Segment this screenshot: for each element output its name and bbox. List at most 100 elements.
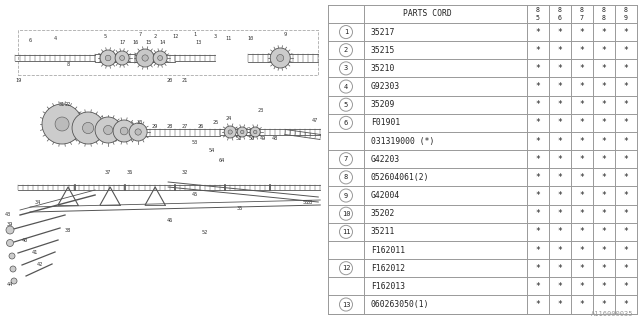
Text: 38: 38 [65,228,71,233]
Text: *: * [623,155,628,164]
Circle shape [276,54,284,61]
Text: *: * [623,173,628,182]
Circle shape [106,55,111,61]
Text: 12: 12 [342,265,350,271]
Circle shape [250,127,260,137]
Text: 32: 32 [182,170,188,174]
Circle shape [129,123,147,141]
Text: *: * [536,137,540,146]
Circle shape [136,49,154,67]
Text: 12: 12 [172,34,179,38]
Text: F01901: F01901 [371,118,400,127]
Text: 6: 6 [28,37,31,43]
Text: 35210: 35210 [371,64,395,73]
Text: *: * [602,137,606,146]
Text: 8: 8 [536,7,540,13]
Circle shape [95,117,121,143]
Text: *: * [536,64,540,73]
Text: *: * [536,300,540,309]
Text: 49: 49 [260,135,266,140]
Text: 54: 54 [209,148,215,153]
Text: 33: 33 [307,199,314,204]
Text: 36: 36 [127,170,133,174]
Circle shape [270,48,291,68]
Text: *: * [579,245,584,254]
Text: *: * [602,100,606,109]
Text: 23: 23 [257,108,263,113]
Text: 35: 35 [237,205,243,211]
Text: 060263050(1): 060263050(1) [371,300,429,309]
Text: 15: 15 [145,39,151,44]
Circle shape [237,127,247,137]
Circle shape [224,126,236,138]
Text: *: * [557,82,563,91]
Text: G92303: G92303 [371,82,400,91]
Text: 52: 52 [202,229,208,235]
Text: *: * [579,209,584,218]
Text: 42: 42 [37,262,43,268]
Text: *: * [536,46,540,55]
Text: 13: 13 [342,301,350,308]
Text: 47: 47 [312,117,318,123]
Text: *: * [623,227,628,236]
Text: 40: 40 [22,237,28,243]
Text: 48: 48 [272,135,278,140]
Text: G42203: G42203 [371,155,400,164]
Text: 35217: 35217 [371,28,395,36]
Text: *: * [579,46,584,55]
Text: 43: 43 [5,212,11,218]
Text: 5: 5 [104,34,107,38]
Text: 17: 17 [119,39,125,44]
Text: *: * [557,100,563,109]
Text: 29: 29 [152,124,158,129]
Text: 24: 24 [225,116,231,121]
Text: *: * [623,46,628,55]
Text: 8: 8 [344,174,348,180]
Text: 25: 25 [212,119,218,124]
Text: *: * [557,245,563,254]
Text: *: * [536,82,540,91]
Text: *: * [602,155,606,164]
Text: *: * [536,282,540,291]
Text: *: * [602,227,606,236]
Text: *: * [602,46,606,55]
Text: *: * [602,209,606,218]
Circle shape [135,129,141,135]
Text: 22: 22 [65,102,71,108]
Text: *: * [602,82,606,91]
Text: *: * [602,118,606,127]
Text: 9: 9 [284,33,287,37]
Text: 11: 11 [342,229,350,235]
Text: *: * [557,264,563,273]
Text: *: * [579,191,584,200]
Text: *: * [579,118,584,127]
Text: 8: 8 [624,7,628,13]
Circle shape [228,130,232,134]
Circle shape [72,112,104,144]
Text: *: * [602,282,606,291]
Text: *: * [623,191,628,200]
Text: 19: 19 [15,77,21,83]
Text: *: * [557,46,563,55]
Text: *: * [579,300,584,309]
Text: 7: 7 [580,15,584,21]
Text: *: * [536,173,540,182]
Text: 35211: 35211 [371,227,395,236]
Text: F162012: F162012 [371,264,405,273]
Text: 44: 44 [7,283,13,287]
Text: *: * [623,64,628,73]
Circle shape [100,50,116,66]
Text: 35202: 35202 [371,209,395,218]
Circle shape [6,239,13,246]
Text: *: * [557,191,563,200]
Text: *: * [536,245,540,254]
Text: *: * [579,173,584,182]
Text: 8: 8 [558,7,562,13]
Text: 16: 16 [132,39,138,44]
Text: *: * [557,227,563,236]
Text: 3: 3 [214,34,217,38]
Text: 2: 2 [154,34,157,38]
Text: 7: 7 [344,156,348,162]
Text: *: * [602,173,606,182]
Circle shape [142,55,148,61]
